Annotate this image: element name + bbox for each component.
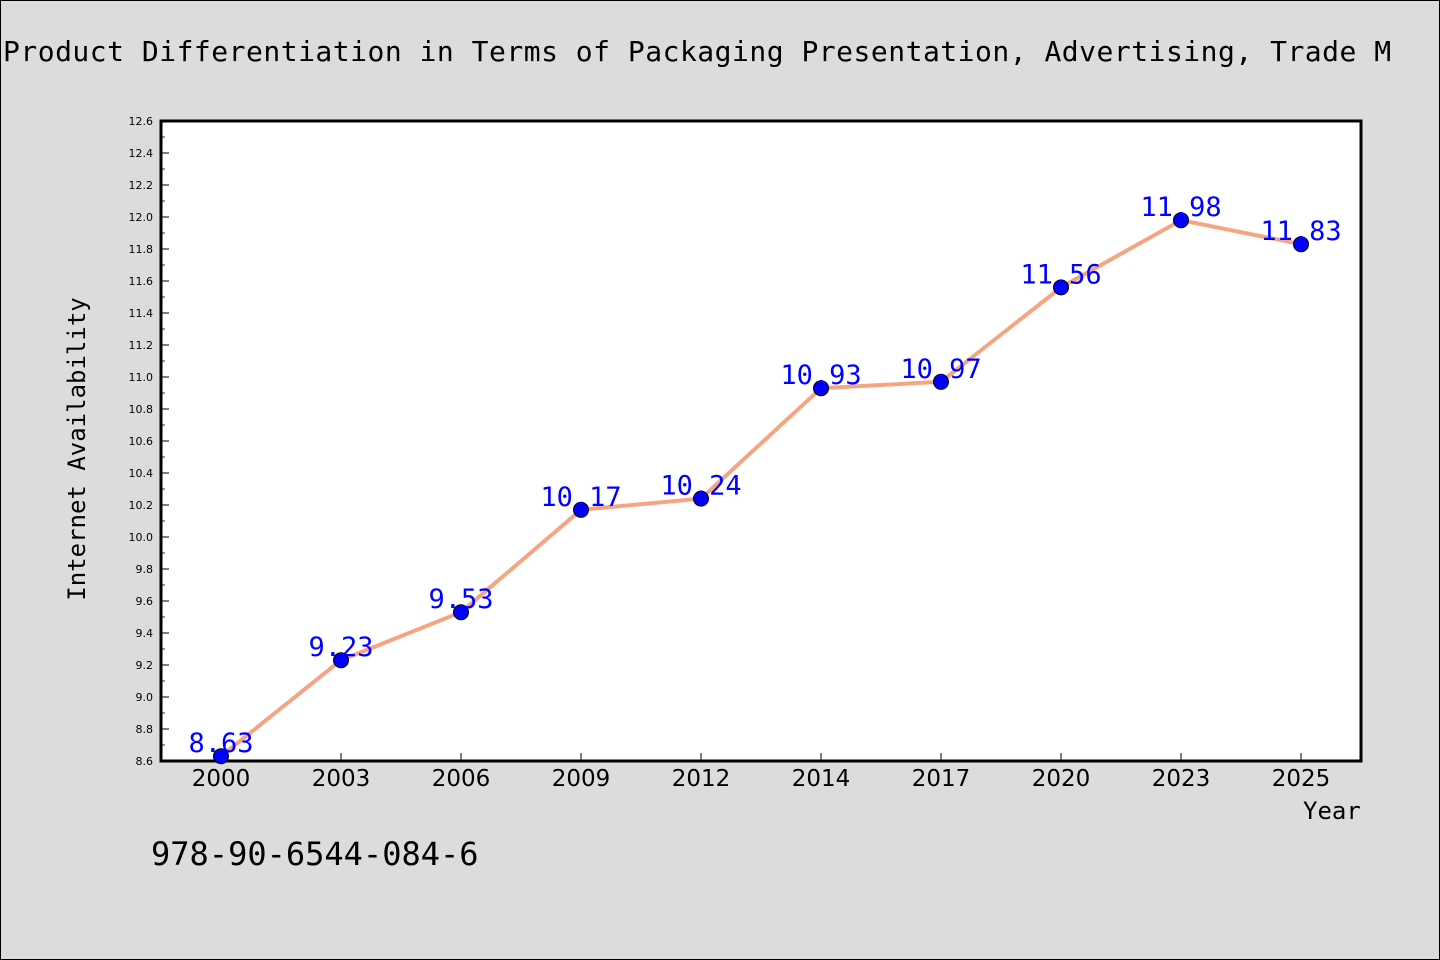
y-tick-label: 10.2 bbox=[129, 499, 154, 512]
data-point bbox=[1173, 212, 1189, 229]
y-tick-label: 11.6 bbox=[129, 275, 154, 288]
data-point bbox=[933, 373, 949, 390]
y-tick-label: 9.4 bbox=[136, 627, 154, 640]
y-tick-label: 11.0 bbox=[129, 371, 154, 384]
y-tick-label: 12.4 bbox=[129, 147, 154, 160]
series-layer: 8.63 9.23 9.53 10.17 10.24 10.93 10.97 11.56 11.… bbox=[188, 192, 1342, 765]
y-axis-label: Internet Availability bbox=[63, 297, 91, 601]
data-label: 9.53 bbox=[428, 584, 493, 615]
data-point bbox=[453, 604, 469, 621]
data-label: 9.23 bbox=[308, 632, 373, 663]
y-tick-label: 10.6 bbox=[129, 435, 154, 448]
y-tick-label: 10.0 bbox=[129, 531, 154, 544]
y-tick-label: 11.4 bbox=[129, 307, 154, 320]
data-point bbox=[1053, 279, 1069, 296]
x-axis: 2000 2003 2006 2009 2012 2014 2017 2020 2023 2025 bbox=[192, 753, 1331, 792]
y-tick-label: 9.8 bbox=[136, 563, 154, 576]
x-tick-label: 2006 bbox=[432, 766, 491, 792]
footer-code: 978-90-6544-084-6 bbox=[151, 835, 479, 873]
data-label: 10.93 bbox=[780, 360, 861, 391]
x-tick-label: 2020 bbox=[1032, 766, 1091, 792]
data-point bbox=[693, 490, 709, 507]
y-tick-label: 10.4 bbox=[129, 467, 154, 480]
x-tick-label: 2025 bbox=[1272, 766, 1331, 792]
y-tick-label: 8.8 bbox=[136, 723, 154, 736]
x-tick-label: 2012 bbox=[672, 766, 731, 792]
y-tick-label: 10.8 bbox=[129, 403, 154, 416]
y-tick-label: 9.6 bbox=[136, 595, 154, 608]
data-label: 8.63 bbox=[188, 728, 253, 759]
data-point bbox=[1293, 236, 1309, 253]
data-label: 10.24 bbox=[660, 471, 741, 502]
x-tick-label: 2023 bbox=[1152, 766, 1211, 792]
y-tick-label: 9.2 bbox=[136, 659, 154, 672]
data-label: 11.83 bbox=[1260, 216, 1341, 247]
y-tick-label: 11.2 bbox=[129, 339, 154, 352]
data-label: 11.98 bbox=[1140, 192, 1221, 223]
data-label: 11.56 bbox=[1020, 259, 1101, 290]
data-point bbox=[813, 380, 829, 397]
series-line bbox=[219, 218, 1303, 759]
x-tick-label: 2000 bbox=[192, 766, 251, 792]
chart-title: Product Differentiation in Terms of Pack… bbox=[3, 35, 1392, 68]
data-point bbox=[213, 748, 229, 765]
x-axis-label: Year bbox=[1303, 797, 1361, 825]
y-tick-label: 9.0 bbox=[136, 691, 154, 704]
y-tick-label: 12.0 bbox=[129, 211, 154, 224]
y-tick-label: 12.2 bbox=[129, 179, 154, 192]
y-tick-label: 12.6 bbox=[129, 115, 154, 128]
x-tick-label: 2009 bbox=[552, 766, 611, 792]
y-axis: 8.6 8.8 9.0 9.2 9.4 9.6 9.8 10.0 10.2 10.4 10.6 10.… bbox=[129, 115, 169, 768]
x-tick-label: 2017 bbox=[912, 766, 971, 792]
data-point bbox=[333, 652, 349, 669]
data-label: 10.97 bbox=[900, 354, 981, 385]
x-tick-label: 2014 bbox=[792, 766, 851, 792]
data-label: 10.17 bbox=[540, 482, 621, 513]
y-tick-label: 11.8 bbox=[129, 243, 154, 256]
y-tick-label: 8.6 bbox=[136, 755, 154, 768]
data-point bbox=[573, 501, 589, 518]
x-tick-label: 2003 bbox=[312, 766, 371, 792]
